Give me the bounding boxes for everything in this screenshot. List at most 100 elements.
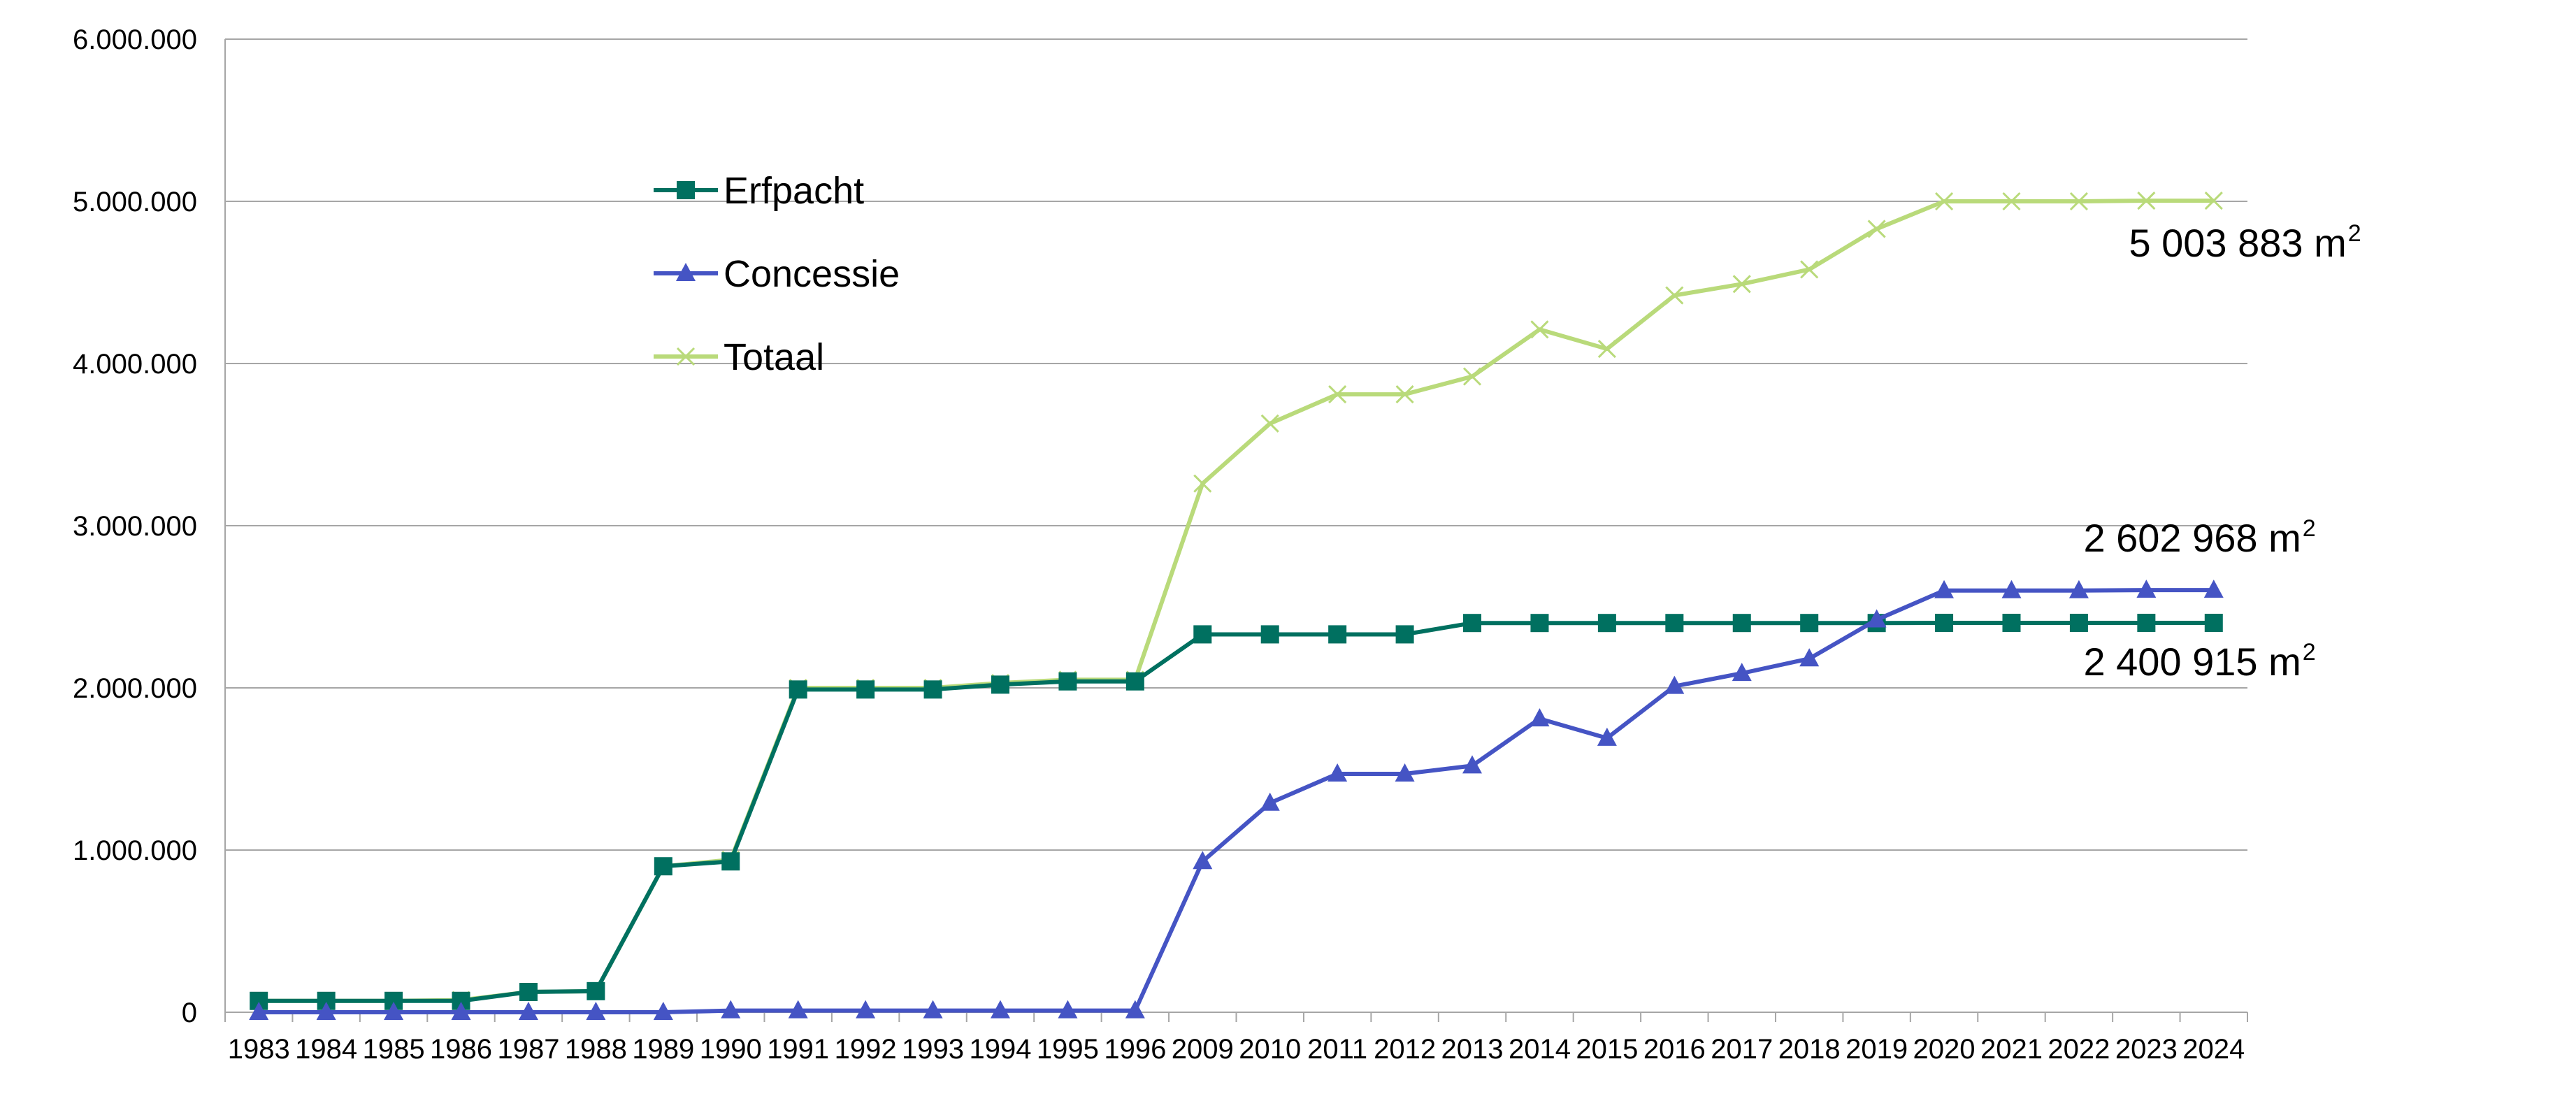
x-tick-label: 1992 xyxy=(835,1034,897,1065)
erfpacht-point xyxy=(789,680,807,699)
totaal-point xyxy=(2137,192,2156,210)
erfpacht-point xyxy=(519,983,538,1001)
annotation-superscript: 2 xyxy=(2303,515,2316,542)
concessie-point xyxy=(653,1002,673,1020)
legend: Erfpacht Concessie Totaal xyxy=(654,170,900,378)
y-tick-label: 0 xyxy=(182,998,197,1028)
erfpacht-point xyxy=(1665,614,1684,633)
legend-item-erfpacht: Erfpacht xyxy=(654,170,864,212)
erfpacht-point xyxy=(2002,613,2021,632)
concessie-point xyxy=(249,1002,269,1020)
totaal-point xyxy=(1260,414,1279,433)
x-tick-label: 1987 xyxy=(497,1034,559,1065)
totaal-point xyxy=(1934,192,1954,211)
concessie-point xyxy=(990,1000,1010,1019)
erfpacht-point xyxy=(1935,613,1954,632)
concessie-point xyxy=(1530,708,1550,727)
totaal-point xyxy=(1597,340,1616,359)
x-tick-label: 2016 xyxy=(1643,1034,1706,1065)
concessie-point xyxy=(586,1002,606,1020)
concessie-point xyxy=(1058,1000,1078,1019)
concessie-point xyxy=(1934,580,1955,598)
x-tick-label: 2017 xyxy=(1711,1034,1773,1065)
x-tick-label: 1988 xyxy=(565,1034,627,1065)
annotation-concessie: 2 602 968 m xyxy=(2083,516,2301,560)
legend-marker xyxy=(676,347,696,366)
concessie-point xyxy=(2001,580,2022,598)
y-tick-label: 2.000.000 xyxy=(73,673,197,704)
annotation-totaal: 5 003 883 m xyxy=(2129,221,2346,265)
legend-label: Concessie xyxy=(724,253,900,295)
series-totaal xyxy=(250,192,2223,1010)
x-tick-label: 2011 xyxy=(1307,1034,1367,1065)
totaal-point xyxy=(1328,385,1347,404)
legend-marker xyxy=(677,181,695,199)
concessie-point xyxy=(1866,609,1887,628)
x-tick-label: 2023 xyxy=(2115,1034,2178,1065)
erfpacht-point xyxy=(856,680,875,699)
x-tick-label: 2009 xyxy=(1172,1034,1234,1065)
x-tick-label: 2014 xyxy=(1509,1034,1571,1065)
legend-marker xyxy=(676,263,696,281)
concessie-point xyxy=(721,1000,741,1019)
legend-label: Totaal xyxy=(724,336,824,378)
x-tick-label: 2018 xyxy=(1778,1034,1841,1065)
y-tick-label: 6.000.000 xyxy=(73,24,197,55)
legend-item-totaal: Totaal xyxy=(654,336,824,378)
erfpacht-point xyxy=(2204,613,2223,632)
grid-layer xyxy=(225,38,2247,851)
erfpacht-point xyxy=(1800,614,1819,633)
erfpacht-point xyxy=(1260,625,1279,644)
totaal-point xyxy=(1530,320,1549,339)
x-tick-label: 2020 xyxy=(1913,1034,1976,1065)
concessie-point xyxy=(1395,763,1415,782)
x-tick-label: 1996 xyxy=(1104,1034,1166,1065)
y-tick-label: 5.000.000 xyxy=(73,187,197,217)
erfpacht-point xyxy=(1125,672,1144,691)
concessie-point xyxy=(923,1000,943,1019)
x-tick-label: 2022 xyxy=(2048,1034,2110,1065)
erfpacht-point xyxy=(654,857,672,876)
x-tick-label: 2021 xyxy=(1980,1034,2043,1065)
concessie-point xyxy=(1597,727,1617,746)
erfpacht-line xyxy=(259,620,2214,1003)
x-tick-label: 2019 xyxy=(1845,1034,1908,1065)
x-tick-label: 1986 xyxy=(430,1034,492,1065)
x-tick-label: 1985 xyxy=(363,1034,425,1065)
erfpacht-point xyxy=(721,852,740,871)
erfpacht-point xyxy=(991,675,1009,694)
erfpacht-point xyxy=(1732,614,1751,633)
concessie-point xyxy=(1260,792,1280,811)
concessie-point xyxy=(1664,675,1685,694)
totaal-point xyxy=(2204,192,2223,210)
legend-label: Erfpacht xyxy=(724,170,864,212)
concessie-point xyxy=(1125,1000,1145,1019)
annotation-superscript: 2 xyxy=(2303,639,2316,666)
x-tick-label: 1983 xyxy=(228,1034,290,1065)
totaal-point xyxy=(1665,286,1684,305)
y-tick-label: 4.000.000 xyxy=(73,349,197,380)
erfpacht-point xyxy=(1463,614,1482,633)
concessie-point xyxy=(1327,763,1348,782)
x-tick-label: 2015 xyxy=(1576,1034,1638,1065)
y-tick-label: 3.000.000 xyxy=(73,511,197,542)
concessie-point xyxy=(1193,851,1213,870)
totaal-point xyxy=(1867,220,1886,238)
series-erfpacht xyxy=(250,613,2223,1010)
x-tick-label: 2010 xyxy=(1239,1034,1301,1065)
erfpacht-point xyxy=(1597,614,1616,633)
concessie-point xyxy=(2136,580,2157,598)
erfpacht-point xyxy=(1058,672,1077,691)
legend-item-concessie: Concessie xyxy=(654,253,900,295)
x-tick-label: 1984 xyxy=(295,1034,357,1065)
totaal-point xyxy=(1462,367,1482,386)
erfpacht-point xyxy=(587,981,605,1000)
x-tick-label: 1993 xyxy=(902,1034,964,1065)
concessie-point xyxy=(1732,663,1752,682)
totaal-point xyxy=(2002,192,2021,211)
totaal-point xyxy=(1395,385,1414,404)
concessie-point xyxy=(1462,755,1483,774)
concessie-point xyxy=(384,1002,404,1020)
x-tick-label: 1989 xyxy=(632,1034,694,1065)
